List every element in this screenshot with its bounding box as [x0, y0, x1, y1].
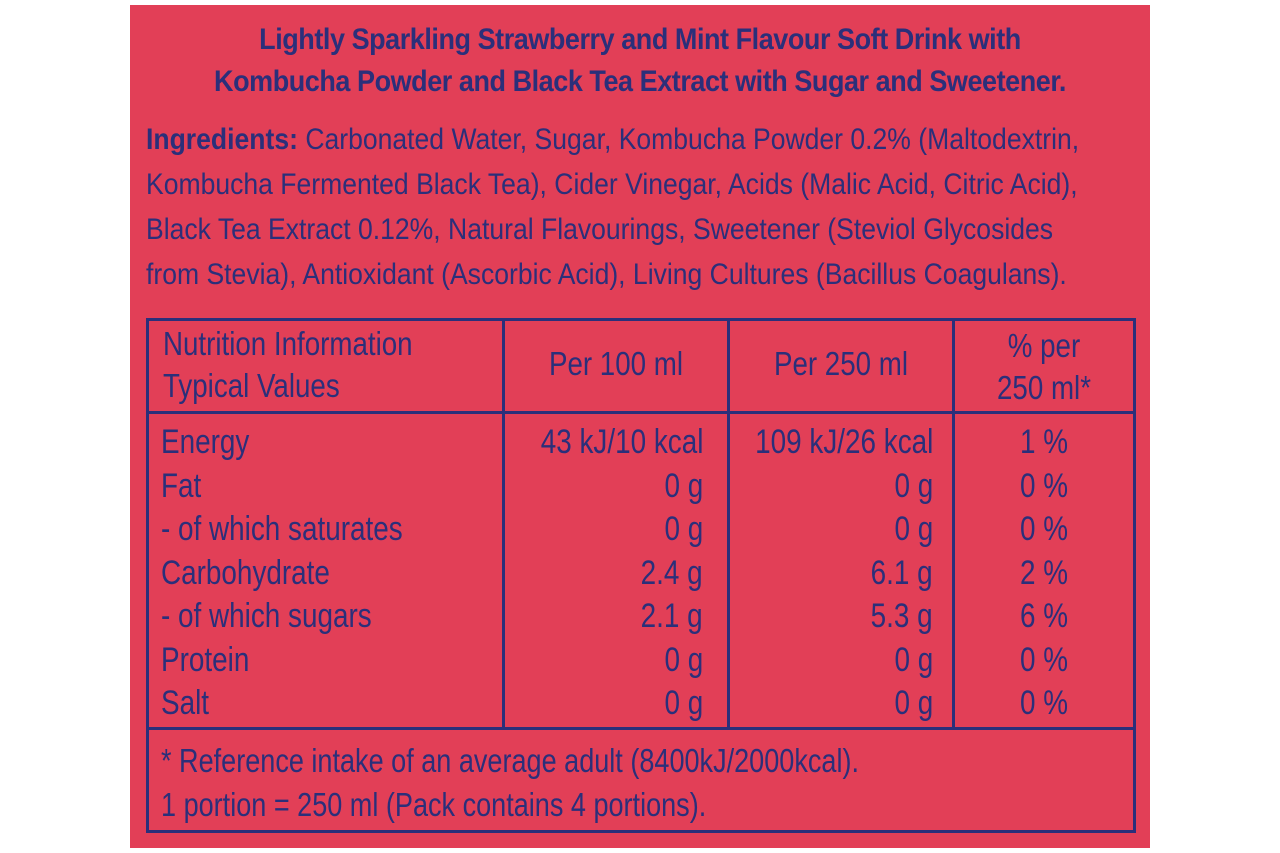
- nutrient-name: - of which saturates: [161, 510, 403, 548]
- value-per-100ml: 0 g: [664, 510, 703, 548]
- ingredients-text-1: Carbonated Water, Sugar, Kombucha Powder…: [297, 123, 1080, 156]
- ingredients-label: Ingredients:: [146, 123, 298, 156]
- table-header-title-line-1: Nutrition Information: [163, 325, 413, 362]
- table-header-title-line-2: Typical Values: [163, 367, 340, 404]
- table-header-per-250ml: Per 250 ml: [773, 345, 909, 382]
- value-percent: 2 %: [1019, 553, 1069, 592]
- table-row: - of which sugars 2.1 g 5.3 g 6 %: [149, 595, 1133, 639]
- nutrition-table: Nutrition Information Typical Values Per…: [146, 318, 1136, 833]
- nutrition-label-panel: Lightly Sparkling Strawberry and Mint Fl…: [130, 5, 1150, 848]
- ingredients-line-4: from Stevia), Antioxidant (Ascorbic Acid…: [146, 258, 1067, 291]
- value-percent: 0 %: [1019, 640, 1069, 679]
- value-per-100ml: 0 g: [664, 466, 703, 505]
- table-row: Carbohydrate 2.4 g 6.1 g 2 %: [149, 552, 1133, 596]
- nutrition-rows: Energy 43 kJ/10 kcal 109 kJ/26 kcal 1 % …: [149, 421, 1133, 726]
- value-per-250ml: 0 g: [894, 684, 933, 722]
- footnote-line-2: 1 portion = 250 ml (Pack contains 4 port…: [161, 786, 707, 823]
- value-percent: 1 %: [1019, 423, 1069, 461]
- table-row: - of which saturates 0 g 0 g 0 %: [149, 508, 1133, 552]
- nutrient-name: - of which sugars: [161, 597, 372, 635]
- value-percent: 0 %: [1019, 510, 1069, 548]
- product-description-line-2: Kombucha Powder and Black Tea Extract wi…: [214, 65, 1066, 98]
- table-row: Salt 0 g 0 g 0 %: [149, 682, 1133, 726]
- nutrient-name: Salt: [161, 684, 210, 722]
- column-divider: [952, 321, 955, 730]
- value-per-250ml: 6.1 g: [870, 553, 933, 592]
- ingredients-line-1: Ingredients: Carbonated Water, Sugar, Ko…: [146, 117, 1137, 162]
- table-row: Energy 43 kJ/10 kcal 109 kJ/26 kcal 1 %: [149, 421, 1133, 465]
- nutrient-name: Energy: [161, 423, 250, 461]
- value-per-100ml: 43 kJ/10 kcal: [540, 423, 703, 461]
- value-per-250ml: 0 g: [894, 466, 933, 505]
- value-per-250ml: 5.3 g: [870, 597, 933, 635]
- footer-divider: [149, 727, 1133, 730]
- ingredients-list: Ingredients: Carbonated Water, Sugar, Ko…: [146, 117, 1137, 297]
- value-per-250ml: 0 g: [894, 640, 933, 679]
- value-per-250ml: 109 kJ/26 kcal: [754, 423, 933, 461]
- value-per-250ml: 0 g: [894, 510, 933, 548]
- column-divider: [502, 321, 505, 730]
- table-header-per-100ml: Per 100 ml: [548, 345, 684, 382]
- product-description: Lightly Sparkling Strawberry and Mint Fl…: [181, 19, 1099, 103]
- value-per-100ml: 0 g: [664, 640, 703, 679]
- table-header-percent: % per 250 ml*: [969, 325, 1119, 409]
- reference-footnote: * Reference intake of an average adult (…: [161, 739, 859, 827]
- ingredients-line-2: Kombucha Fermented Black Tea), Cider Vin…: [146, 168, 1078, 201]
- value-per-100ml: 2.1 g: [640, 597, 703, 635]
- value-percent: 0 %: [1019, 684, 1069, 722]
- table-row: Protein 0 g 0 g 0 %: [149, 639, 1133, 683]
- column-divider: [727, 321, 730, 730]
- table-header-percent-line-1: % per: [1007, 327, 1081, 364]
- nutrient-name: Carbohydrate: [161, 553, 330, 592]
- nutrient-name: Protein: [161, 640, 250, 679]
- ingredients-line-3: Black Tea Extract 0.12%, Natural Flavour…: [146, 213, 1054, 246]
- footnote-line-1: * Reference intake of an average adult (…: [161, 742, 859, 779]
- product-description-line-1: Lightly Sparkling Strawberry and Mint Fl…: [259, 23, 1021, 56]
- table-header-percent-line-2: 250 ml*: [996, 369, 1091, 406]
- table-row: Fat 0 g 0 g 0 %: [149, 465, 1133, 509]
- value-percent: 0 %: [1019, 466, 1069, 505]
- value-per-100ml: 2.4 g: [640, 553, 703, 592]
- table-header-nutrient: Nutrition Information Typical Values: [163, 323, 413, 407]
- value-percent: 6 %: [1019, 597, 1069, 635]
- header-divider: [149, 411, 1133, 414]
- nutrient-name: Fat: [161, 466, 202, 505]
- value-per-100ml: 0 g: [664, 684, 703, 722]
